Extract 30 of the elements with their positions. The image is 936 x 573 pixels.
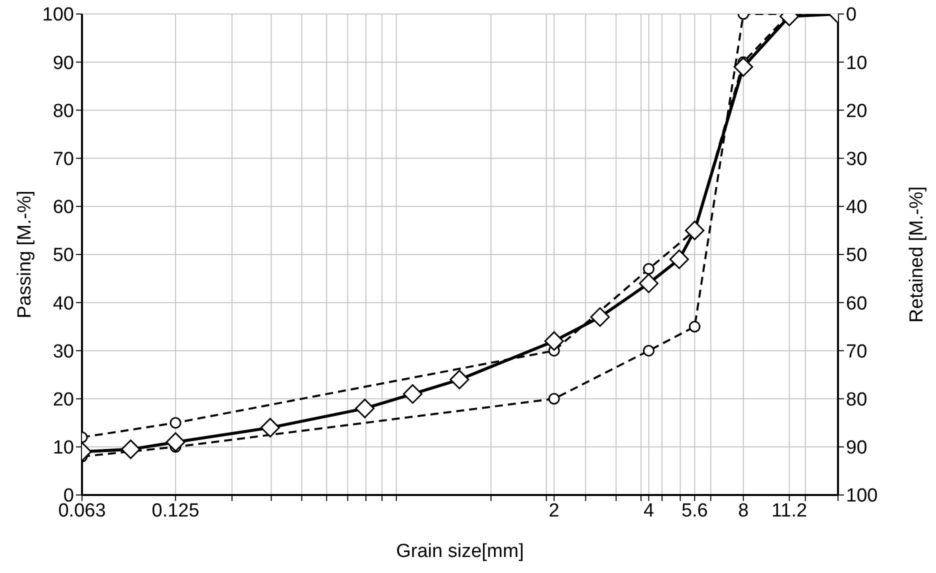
- x-tick-label: 4: [643, 500, 654, 522]
- y-tick-label: 50: [52, 245, 74, 266]
- y-axis-title: Passing [M.-%]: [14, 190, 36, 318]
- x-tick-label: 11.2: [772, 500, 808, 522]
- y2-axis-title: Retained [M.-%]: [906, 186, 928, 323]
- y-tick-label: 20: [52, 390, 74, 411]
- y-tick-label: 100: [42, 4, 74, 26]
- y2-tick-label: 100: [846, 486, 878, 507]
- x-tick-label: 5.6: [681, 500, 708, 522]
- y2-tick-label: 60: [846, 293, 868, 314]
- y2-tick-label: 30: [846, 149, 868, 170]
- y-tick-label: 30: [52, 341, 74, 362]
- y2-tick-label: 70: [846, 341, 868, 362]
- y-tick-label: 60: [52, 197, 74, 218]
- y-tick-label: 40: [52, 293, 74, 314]
- y-tick-label: 10: [52, 438, 74, 459]
- y2-tick-label: 80: [846, 390, 868, 411]
- y2-tick-label: 20: [846, 100, 868, 122]
- x-tick-label: 2: [548, 500, 560, 522]
- y-tick-label: 80: [52, 100, 74, 122]
- y-tick-label: 90: [52, 52, 74, 74]
- y2-tick-label: 10: [846, 52, 868, 74]
- y-tick-label: 70: [52, 149, 74, 170]
- x-axis-title: Grain size[mm]: [396, 541, 524, 562]
- y2-tick-label: 50: [846, 245, 868, 266]
- y2-tick-label: 90: [846, 438, 868, 459]
- x-tick-label: 8: [738, 500, 749, 522]
- x-tick-label: 0.125: [152, 500, 200, 522]
- y2-tick-label: 0: [846, 4, 857, 26]
- y2-tick-label: 40: [846, 197, 868, 218]
